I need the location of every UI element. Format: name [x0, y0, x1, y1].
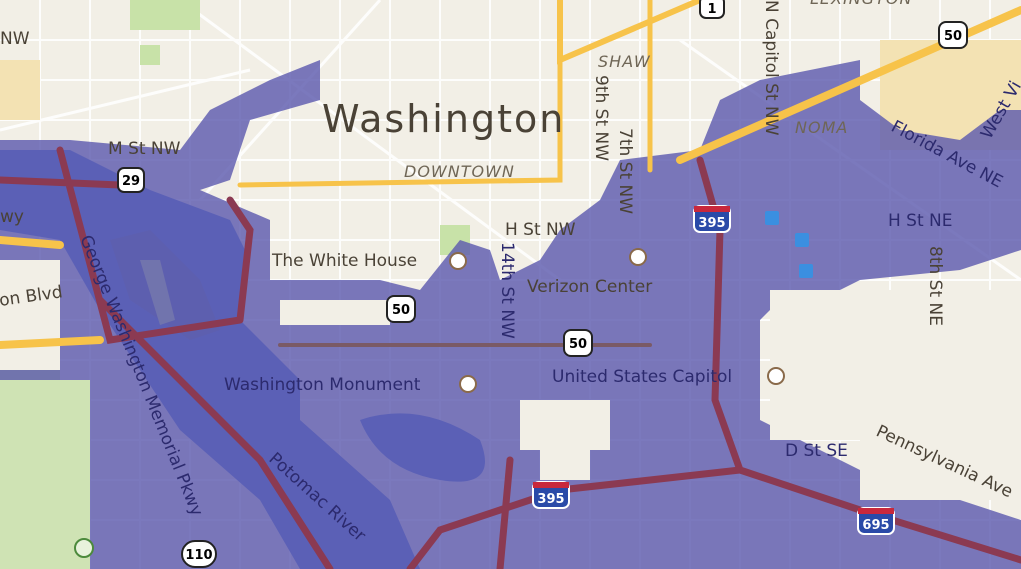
h-st-nw-label: H St NW: [505, 220, 576, 240]
city-label: Washington: [322, 97, 565, 141]
i-395-shield-south: 395: [532, 481, 570, 509]
i-395-shield-north: 395: [693, 205, 731, 233]
capitol-label[interactable]: United States Capitol: [552, 367, 732, 387]
overlay-gaps: [0, 260, 1021, 569]
route-110-shield: 110: [181, 540, 217, 568]
monument-icon[interactable]: [459, 375, 477, 393]
8th-st-label: 8th St NE: [925, 246, 945, 326]
svg-text:395: 395: [698, 216, 725, 231]
n-capitol-label: N Capitol St NW: [761, 0, 781, 136]
svg-text:50: 50: [569, 337, 587, 352]
park-icon: [74, 538, 94, 558]
14th-st-label: 14th St NW: [497, 242, 517, 339]
svg-text:50: 50: [944, 29, 962, 44]
shaw-label: SHAW: [598, 52, 651, 71]
capitol-icon[interactable]: [767, 367, 785, 385]
us-50-shield-west: 50: [386, 295, 416, 323]
svg-text:29: 29: [122, 174, 140, 189]
white-house-icon[interactable]: [449, 252, 467, 270]
i-695-shield: 695: [857, 507, 895, 535]
7th-st-label: 7th St NW: [615, 128, 635, 214]
us-29-shield: 29: [117, 167, 145, 193]
wy-label: wy: [0, 207, 24, 227]
nw-label: NW: [0, 29, 30, 49]
svg-text:110: 110: [185, 548, 212, 563]
us-50-shield-east: 50: [563, 329, 593, 357]
m-st-label: M St NW: [108, 139, 181, 159]
campus-area-left: [0, 60, 40, 120]
verizon-center-icon[interactable]: [629, 248, 647, 266]
white-house-label[interactable]: The White House: [271, 251, 417, 271]
lexington-label: LEXINGTON: [810, 0, 912, 8]
9th-st-label: 9th St NW: [591, 75, 611, 161]
svg-text:50: 50: [392, 303, 410, 318]
washington-monument-label[interactable]: Washington Monument: [224, 375, 421, 395]
h-st-ne-label: H St NE: [888, 211, 953, 231]
d-st-label: D St SE: [785, 441, 848, 461]
downtown-label: DOWNTOWN: [404, 162, 515, 181]
verizon-center-label[interactable]: Verizon Center: [527, 277, 652, 297]
svg-text:1: 1: [707, 2, 716, 17]
svg-text:695: 695: [862, 518, 889, 533]
flood-overlay: [0, 60, 1021, 569]
us-1-shield: 1: [699, 0, 725, 19]
svg-text:395: 395: [537, 492, 564, 507]
noma-label: NOMA: [795, 118, 848, 137]
metro-icons[interactable]: [765, 211, 813, 278]
us-50-shield: 50: [938, 21, 968, 49]
